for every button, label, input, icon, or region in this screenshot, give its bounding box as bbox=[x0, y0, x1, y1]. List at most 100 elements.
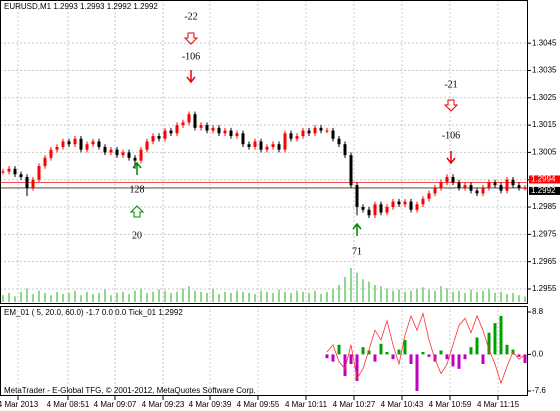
candle-body bbox=[223, 130, 227, 134]
candle-body bbox=[319, 127, 323, 131]
histogram-bar bbox=[499, 315, 503, 355]
candle-body bbox=[103, 146, 107, 153]
candle-body bbox=[67, 141, 71, 145]
histogram-bar bbox=[439, 350, 443, 355]
annotation: 128 bbox=[130, 184, 145, 195]
candle-body bbox=[511, 179, 515, 186]
candle-body bbox=[385, 207, 389, 213]
histogram-bar bbox=[475, 337, 479, 355]
histogram-bar bbox=[337, 344, 341, 355]
x-tick-label: 4 Mar 09:23 bbox=[142, 400, 185, 409]
candle-body bbox=[343, 144, 347, 156]
candle-body bbox=[403, 201, 407, 205]
histogram-bar bbox=[481, 354, 485, 365]
candle-body bbox=[31, 179, 35, 188]
candle-body bbox=[289, 133, 293, 139]
candle-body bbox=[499, 185, 503, 191]
candle-body bbox=[247, 144, 251, 147]
y-tick-label: 8.8 bbox=[532, 307, 544, 316]
y-tick-label: 1.3005 bbox=[532, 148, 557, 157]
candle-body bbox=[37, 166, 41, 180]
candle-body bbox=[355, 185, 359, 208]
histogram-bar bbox=[415, 354, 419, 391]
candle-body bbox=[283, 133, 287, 150]
candle-body bbox=[421, 198, 425, 205]
candle-body bbox=[481, 187, 485, 194]
main-frame bbox=[0, 0, 528, 304]
histogram-bar bbox=[427, 354, 431, 357]
candle-body bbox=[307, 130, 311, 134]
candle-body bbox=[157, 136, 161, 139]
candle-body bbox=[439, 182, 443, 188]
candle-body bbox=[427, 193, 431, 199]
candle-body bbox=[445, 176, 449, 183]
candle-body bbox=[337, 138, 341, 145]
candle-body bbox=[175, 125, 179, 134]
candle-body bbox=[169, 130, 173, 134]
candle-body bbox=[229, 130, 233, 137]
histogram-bar bbox=[379, 343, 383, 355]
histogram-bar bbox=[409, 354, 413, 365]
candle-body bbox=[19, 174, 23, 177]
candle-body bbox=[391, 201, 395, 208]
histogram-bar bbox=[421, 351, 425, 355]
histogram-bar bbox=[391, 354, 395, 360]
histogram-bar bbox=[343, 354, 347, 377]
arrow-up bbox=[352, 222, 362, 236]
histogram-bar bbox=[403, 339, 407, 355]
candle-body bbox=[253, 141, 257, 147]
candle-body bbox=[25, 176, 29, 188]
candle-body bbox=[433, 187, 437, 194]
candle-body bbox=[1, 171, 5, 173]
annotation: -106 bbox=[182, 51, 200, 62]
histogram-bar bbox=[505, 344, 509, 355]
histogram-bar bbox=[457, 354, 461, 369]
histogram-bar bbox=[517, 354, 521, 357]
candle-body bbox=[487, 182, 491, 188]
y-tick-label: 1.3015 bbox=[532, 120, 557, 129]
candle-body bbox=[133, 157, 137, 161]
histogram-bar bbox=[397, 349, 401, 355]
histogram-bar bbox=[325, 354, 329, 359]
histogram-bar bbox=[445, 354, 449, 360]
x-tick-label: 4 Mar 08:51 bbox=[47, 400, 90, 409]
annotation: -21 bbox=[444, 79, 457, 90]
candle-body bbox=[97, 141, 101, 147]
candle-body bbox=[325, 130, 329, 132]
candle-body bbox=[517, 185, 521, 188]
annotation: -22 bbox=[184, 11, 197, 22]
x-tick-label: 4 Mar 09:07 bbox=[94, 400, 137, 409]
y-tick-label: 1.3025 bbox=[532, 93, 557, 102]
candle-body bbox=[181, 122, 185, 126]
candle-body bbox=[373, 204, 377, 216]
arrow-down bbox=[446, 151, 456, 165]
candle-body bbox=[301, 130, 305, 137]
candle-body bbox=[187, 114, 191, 123]
x-tick-label: 4 Mar 2013 bbox=[0, 400, 39, 409]
candle-body bbox=[259, 141, 263, 150]
candle-body bbox=[217, 127, 221, 134]
indicator-line bbox=[326, 312, 526, 385]
histogram-bar bbox=[349, 354, 353, 365]
x-tick-label: 4 Mar 09:39 bbox=[189, 400, 232, 409]
candle-body bbox=[199, 125, 203, 128]
candle-body bbox=[415, 204, 419, 210]
candle-body bbox=[367, 209, 371, 216]
x-tick-label: 4 Mar 10:27 bbox=[333, 400, 376, 409]
candle-body bbox=[163, 130, 167, 139]
y-tick-label: 1.2955 bbox=[532, 284, 557, 293]
candle-body bbox=[7, 168, 11, 172]
candle-body bbox=[313, 127, 317, 134]
candle-body bbox=[49, 149, 53, 158]
candle-body bbox=[115, 149, 119, 156]
price-label: 1.2994 bbox=[531, 175, 556, 184]
candle-body bbox=[211, 127, 215, 131]
candle-body bbox=[13, 168, 17, 175]
candle-body bbox=[379, 204, 383, 213]
histogram-bar bbox=[385, 351, 389, 355]
candle-body bbox=[73, 138, 77, 145]
candle-body bbox=[451, 176, 455, 183]
candle-body bbox=[331, 130, 335, 139]
x-tick-label: 4 Mar 09:55 bbox=[237, 400, 280, 409]
candle-body bbox=[121, 152, 125, 156]
